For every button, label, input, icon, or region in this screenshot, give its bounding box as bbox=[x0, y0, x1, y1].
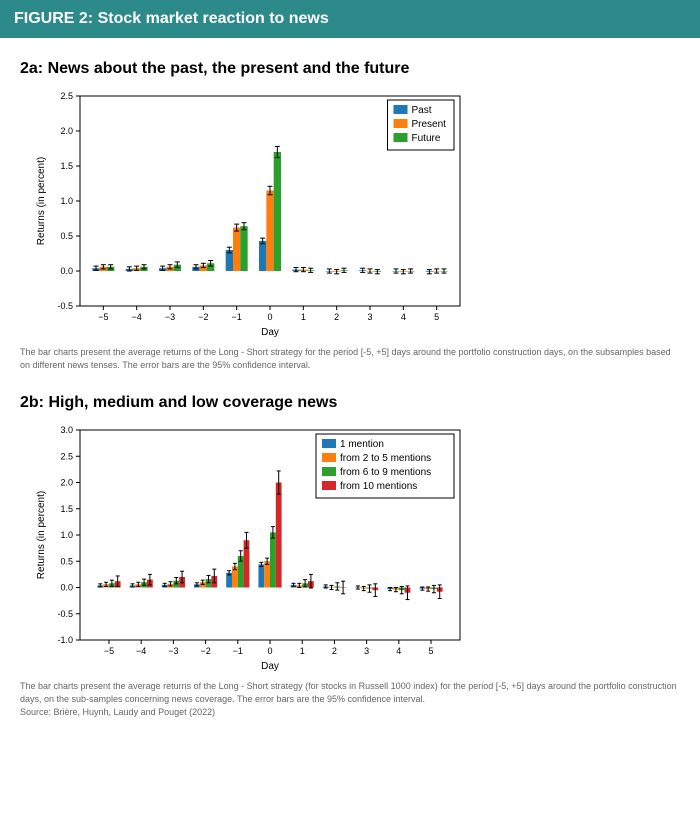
panel-a-title: 2a: News about the past, the present and… bbox=[20, 60, 680, 78]
svg-text:1.5: 1.5 bbox=[60, 504, 73, 514]
svg-text:Present: Present bbox=[412, 119, 447, 130]
svg-text:1.0: 1.0 bbox=[60, 196, 73, 206]
svg-text:3: 3 bbox=[364, 646, 369, 656]
svg-text:4: 4 bbox=[401, 312, 406, 322]
figure-title: Stock market reaction to news bbox=[98, 10, 329, 27]
svg-text:2: 2 bbox=[332, 646, 337, 656]
svg-text:1.0: 1.0 bbox=[60, 530, 73, 540]
svg-text:5: 5 bbox=[434, 312, 439, 322]
svg-text:2.0: 2.0 bbox=[60, 126, 73, 136]
panel-a-svg: -0.5 0.0 0.5 1.0 1.5 2.0 2.5 −5 −4 −3 −2 −1 0 1 2 3 4 5 Da… bbox=[30, 88, 470, 338]
svg-text:1 mention: 1 mention bbox=[340, 439, 384, 450]
svg-text:0.5: 0.5 bbox=[60, 556, 73, 566]
svg-text:−1: −1 bbox=[232, 312, 242, 322]
svg-text:1: 1 bbox=[300, 646, 305, 656]
svg-text:Past: Past bbox=[412, 105, 432, 116]
svg-text:from 6 to 9 mentions: from 6 to 9 mentions bbox=[340, 467, 431, 478]
panel-b-caption-text: The bar charts present the average retur… bbox=[20, 681, 677, 704]
figure-content: 2a: News about the past, the present and… bbox=[0, 38, 700, 765]
figure-number: FIGURE 2: bbox=[14, 10, 93, 27]
svg-text:2: 2 bbox=[334, 312, 339, 322]
svg-text:−5: −5 bbox=[104, 646, 114, 656]
svg-text:-0.5: -0.5 bbox=[57, 301, 73, 311]
svg-text:4: 4 bbox=[396, 646, 401, 656]
panel-b-title: 2b: High, medium and low coverage news bbox=[20, 394, 680, 412]
panel-a-chart: -0.5 0.0 0.5 1.0 1.5 2.0 2.5 −5 −4 −3 −2 −1 0 1 2 3 4 5 Da… bbox=[30, 88, 680, 338]
svg-text:Future: Future bbox=[412, 133, 441, 144]
svg-text:-1.0: -1.0 bbox=[57, 635, 73, 645]
panel-a-caption: The bar charts present the average retur… bbox=[20, 346, 680, 372]
svg-text:3: 3 bbox=[367, 312, 372, 322]
svg-text:−5: −5 bbox=[98, 312, 108, 322]
svg-text:0.0: 0.0 bbox=[60, 266, 73, 276]
svg-text:Day: Day bbox=[261, 327, 279, 338]
svg-text:3.0: 3.0 bbox=[60, 425, 73, 435]
svg-text:−2: −2 bbox=[198, 312, 208, 322]
svg-text:0.0: 0.0 bbox=[60, 583, 73, 593]
svg-text:2.5: 2.5 bbox=[60, 451, 73, 461]
svg-text:-0.5: -0.5 bbox=[57, 609, 73, 619]
svg-text:Returns (in percent): Returns (in percent) bbox=[36, 157, 47, 245]
panel-b-chart: -1.0 -0.5 0.0 0.5 1.0 1.5 2.0 2.5 3.0 −5 −4 −3 −2 −1 0… bbox=[30, 422, 680, 672]
svg-text:0: 0 bbox=[267, 312, 272, 322]
svg-text:Day: Day bbox=[261, 661, 279, 672]
svg-text:1: 1 bbox=[301, 312, 306, 322]
svg-text:from 10 mentions: from 10 mentions bbox=[340, 481, 417, 492]
svg-text:−3: −3 bbox=[165, 312, 175, 322]
svg-text:from 2 to 5 mentions: from 2 to 5 mentions bbox=[340, 453, 431, 464]
panel-b-source: Source: Brière, Huynh, Laudy and Pouget … bbox=[20, 706, 680, 719]
svg-text:−4: −4 bbox=[136, 646, 146, 656]
panel-b-svg: -1.0 -0.5 0.0 0.5 1.0 1.5 2.0 2.5 3.0 −5 −4 −3 −2 −1 0… bbox=[30, 422, 470, 672]
svg-text:Returns (in percent): Returns (in percent) bbox=[36, 491, 47, 579]
svg-text:−1: −1 bbox=[233, 646, 243, 656]
panel-b-caption: The bar charts present the average retur… bbox=[20, 680, 680, 719]
svg-text:2.0: 2.0 bbox=[60, 478, 73, 488]
figure-header: FIGURE 2: Stock market reaction to news bbox=[0, 0, 700, 38]
svg-text:−3: −3 bbox=[168, 646, 178, 656]
svg-text:5: 5 bbox=[429, 646, 434, 656]
svg-text:−2: −2 bbox=[200, 646, 210, 656]
svg-text:−4: −4 bbox=[132, 312, 142, 322]
svg-text:0.5: 0.5 bbox=[60, 231, 73, 241]
svg-text:0: 0 bbox=[267, 646, 272, 656]
svg-text:1.5: 1.5 bbox=[60, 161, 73, 171]
svg-text:2.5: 2.5 bbox=[60, 91, 73, 101]
